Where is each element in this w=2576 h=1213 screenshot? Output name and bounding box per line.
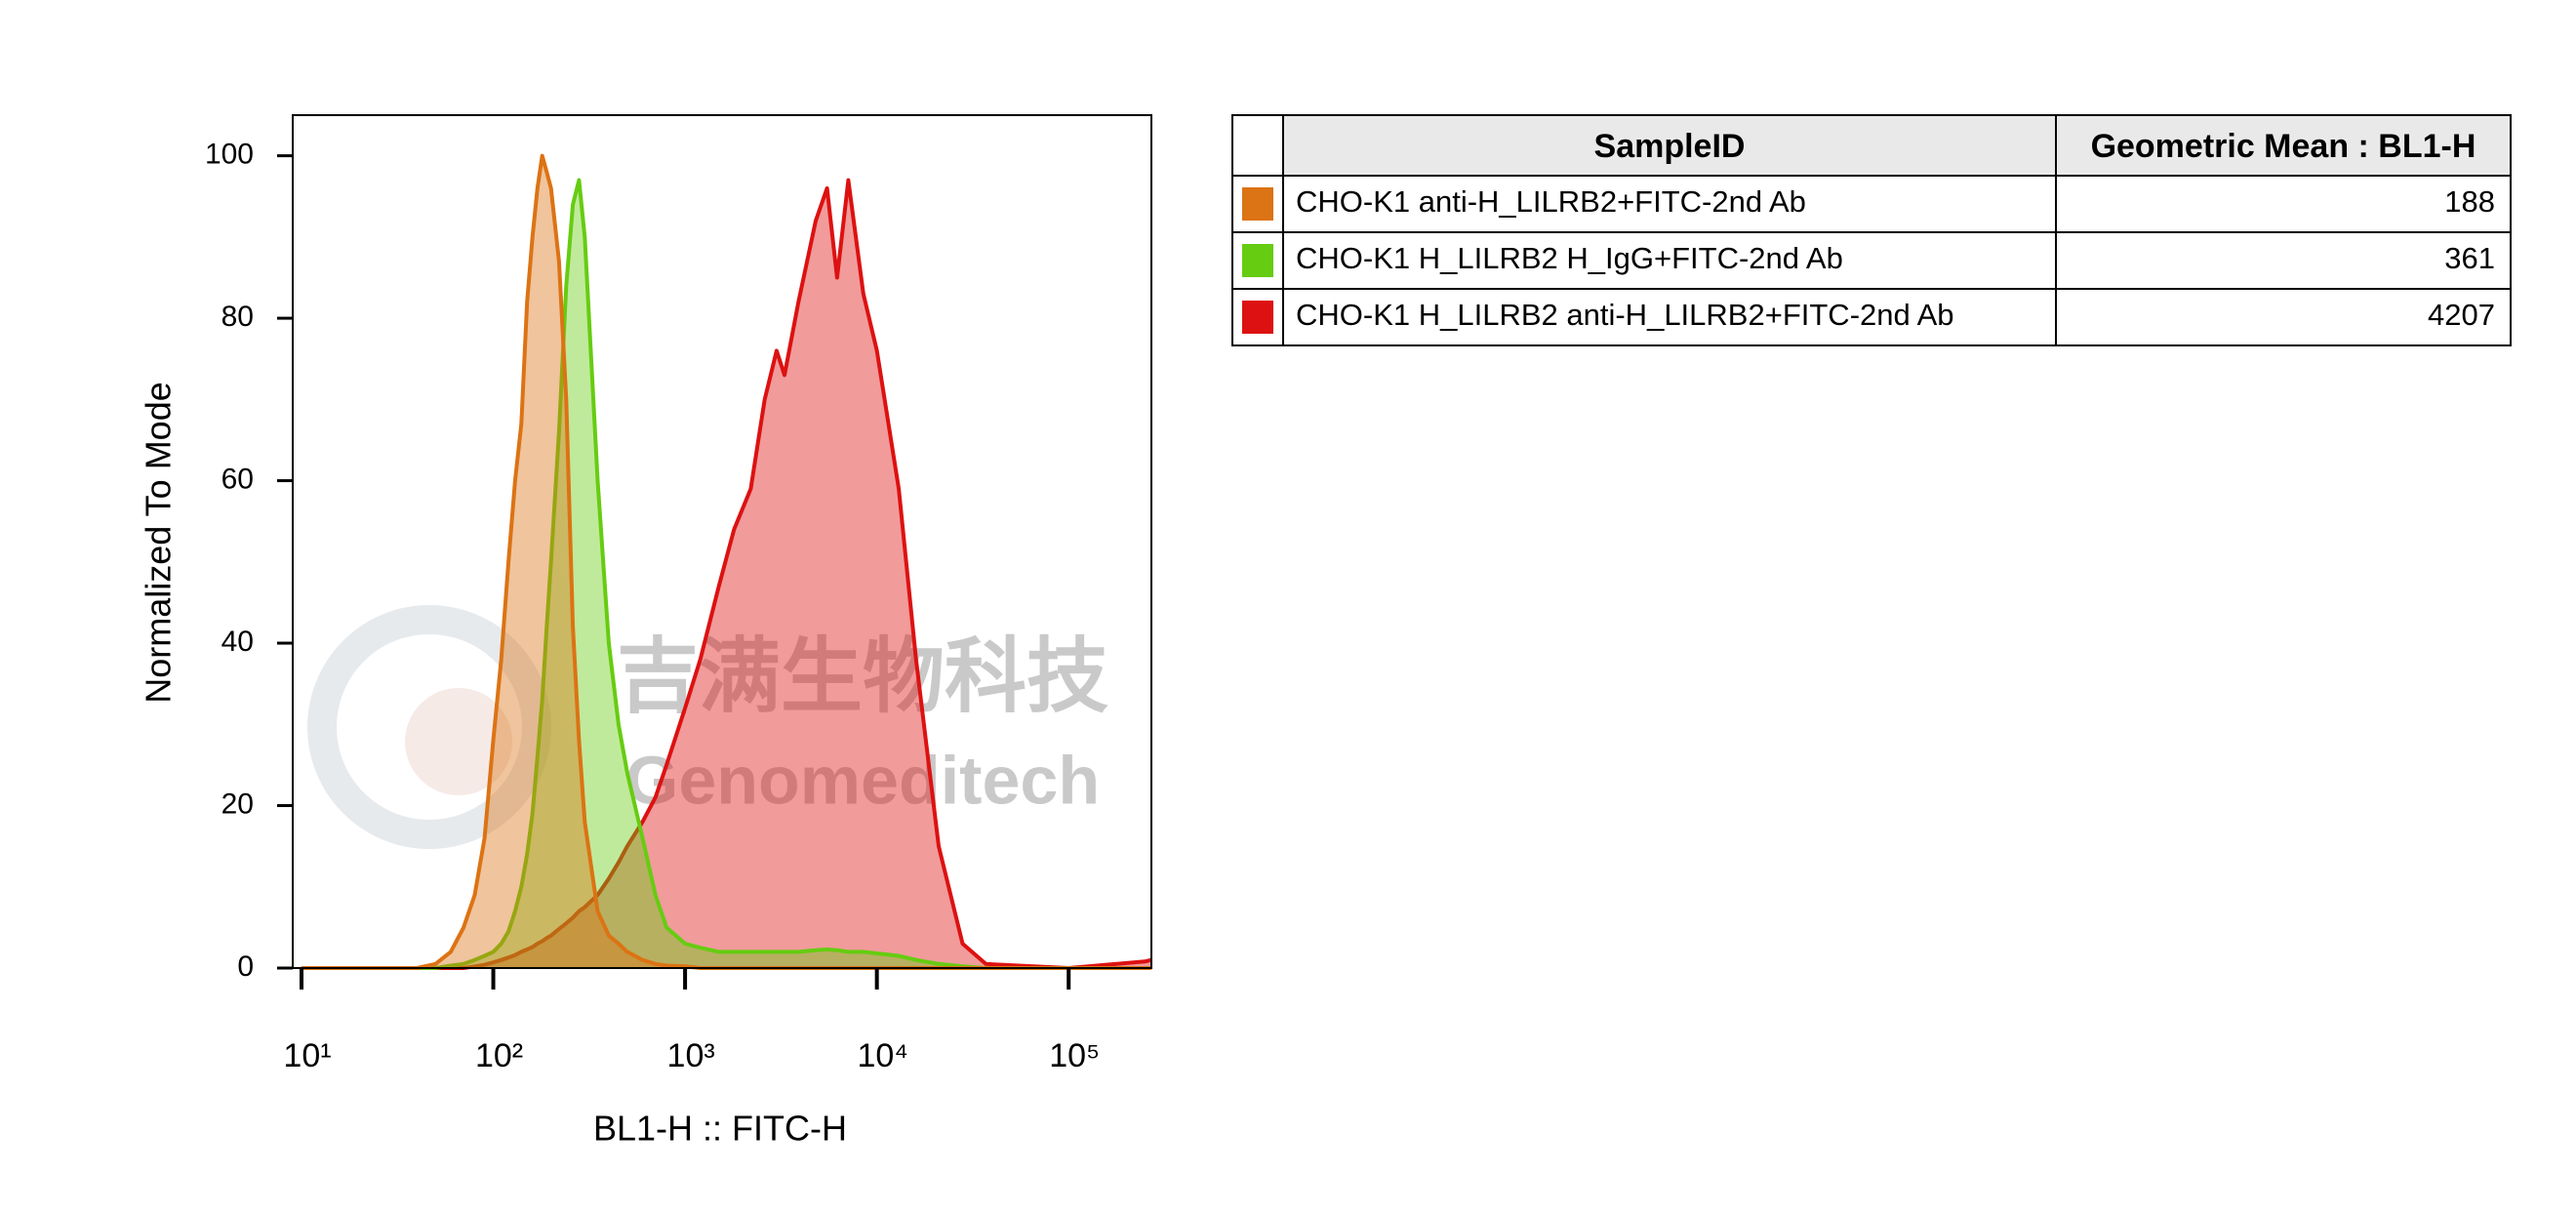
x-tick-label: 10² <box>475 1037 523 1074</box>
x-tick-label: 10⁵ <box>1049 1037 1100 1074</box>
watermark-cn: 吉满生物科技 <box>617 630 1108 722</box>
histogram-line <box>302 178 1151 970</box>
geometric-mean: 361 <box>2444 241 2495 275</box>
y-tick-label: 60 <box>221 463 254 495</box>
y-tick-label: 20 <box>221 788 254 820</box>
legend-swatch <box>1242 301 1273 334</box>
table-border <box>1231 114 2512 346</box>
sample-id: CHO-K1 anti-H_LILRB2+FITC-2nd Ab <box>1296 184 1806 219</box>
y-axis-label: Normalized To Mode <box>139 382 179 703</box>
legend-swatch <box>1242 187 1273 221</box>
x-tick-label: 10¹ <box>283 1037 331 1074</box>
column-header: SampleID <box>1594 128 1746 165</box>
x-tick-label: 10³ <box>667 1037 715 1074</box>
histogram-area <box>302 180 1151 969</box>
histogram-area <box>302 155 1151 969</box>
sample-id: CHO-K1 H_LILRB2 H_IgG+FITC-2nd Ab <box>1296 241 1843 275</box>
watermark-en: Genomeditech <box>625 742 1100 818</box>
y-tick-label: 40 <box>221 626 254 658</box>
watermark-logo <box>307 605 551 849</box>
x-axis-label: BL1-H :: FITC-H <box>593 1109 847 1149</box>
histogram-line <box>302 178 1152 970</box>
y-tick-label: 80 <box>221 301 254 333</box>
sample-id: CHO-K1 H_LILRB2 anti-H_LILRB2+FITC-2nd A… <box>1296 298 1954 332</box>
geometric-mean: 188 <box>2444 184 2495 219</box>
x-tick-label: 10⁴ <box>857 1037 907 1074</box>
plot-frame <box>292 114 1152 969</box>
legend-swatch <box>1242 244 1273 277</box>
geometric-mean: 4207 <box>2428 298 2495 332</box>
header-bg <box>1283 115 2511 176</box>
column-header: Geometric Mean : BL1-H <box>2091 128 2476 165</box>
y-tick-label: 0 <box>237 950 254 983</box>
y-tick-label: 100 <box>205 139 254 171</box>
legend-table: SampleID Geometric Mean : BL1-H CHO-K1 a… <box>1231 114 2512 346</box>
